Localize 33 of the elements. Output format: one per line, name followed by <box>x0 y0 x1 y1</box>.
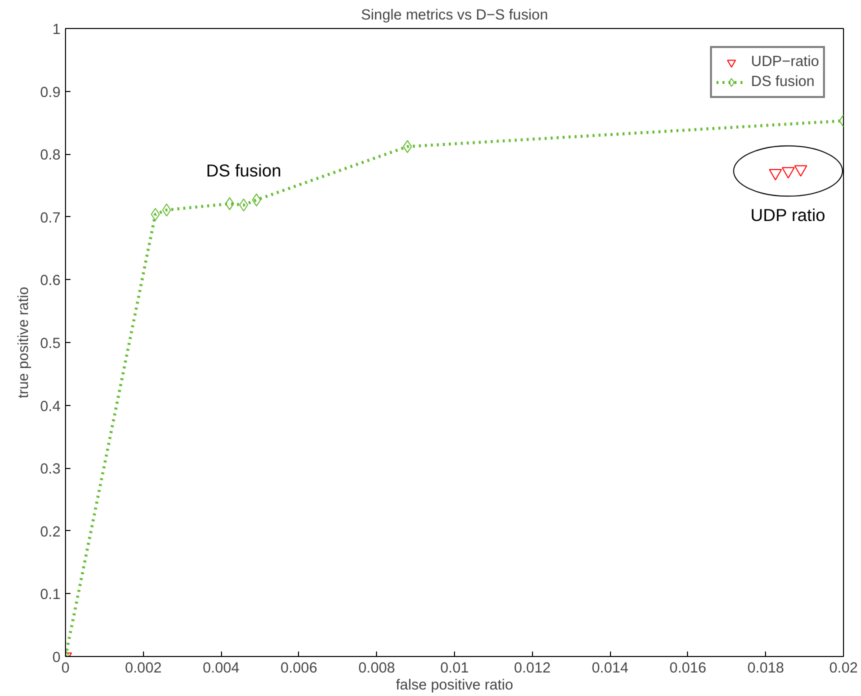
x-tick-label: 0.016 <box>670 660 706 676</box>
chart-title: Single metrics vs D−S fusion <box>361 8 548 24</box>
y-tick-label: 0 <box>52 650 61 666</box>
x-axis-title: false positive ratio <box>396 678 514 694</box>
y-tick-label: 1 <box>52 22 61 38</box>
x-tick-label: 0.018 <box>747 660 784 676</box>
legend-label: DS fusion <box>750 74 815 90</box>
legend-label: UDP−ratio <box>750 54 819 70</box>
point <box>402 140 412 154</box>
point <box>225 197 234 210</box>
y-tick-label: 0.2 <box>40 524 60 540</box>
y-tick-label: 0.3 <box>40 462 60 478</box>
y-tick-label: 0.1 <box>40 587 60 604</box>
y-tick-label: 0.9 <box>40 84 60 101</box>
annotation: DS fusion <box>206 160 282 180</box>
x-tick-label: 0.01 <box>440 660 469 676</box>
point <box>150 208 160 221</box>
annotation: UDP ratio <box>750 205 826 226</box>
x-tick-label: 0.012 <box>514 660 551 676</box>
x-tick-label: 0.008 <box>358 660 396 676</box>
y-axis-title: true positive ratio <box>16 286 32 398</box>
y-tick-label: 0.6 <box>40 273 60 290</box>
y-tick-label: 0.5 <box>40 336 60 352</box>
point <box>239 198 248 212</box>
x-tick-label: 0.006 <box>280 660 318 676</box>
x-tick-label: 0.014 <box>592 660 628 676</box>
x-tick-label: 0.004 <box>202 660 240 676</box>
y-tick-label: 0.8 <box>40 148 60 164</box>
y-tick-label: 0.7 <box>40 210 60 226</box>
x-tick-label: 0.02 <box>829 660 858 676</box>
point <box>162 203 172 216</box>
y-tick-label: 0.4 <box>40 398 60 415</box>
x-tick-label: 0.002 <box>124 660 162 676</box>
